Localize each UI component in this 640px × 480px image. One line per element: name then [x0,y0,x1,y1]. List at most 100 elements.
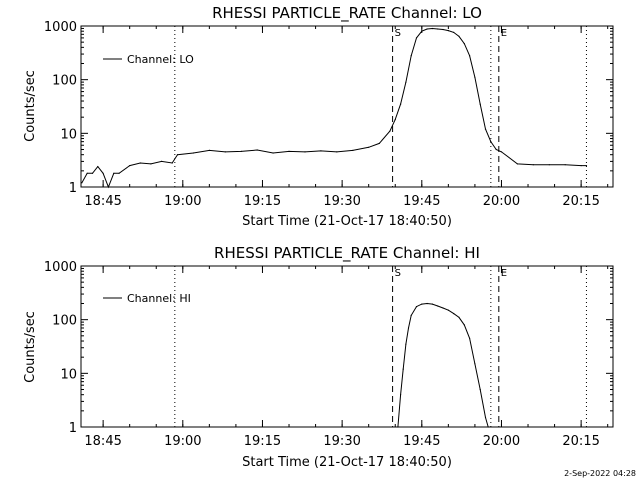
data-point [431,303,433,305]
data-point [479,388,481,391]
marker-label-e: E [501,28,507,39]
series-group [397,302,489,428]
data-point [458,35,460,38]
data-point [564,164,566,166]
data-point [463,43,465,45]
data-point [407,327,410,329]
chart-title: RHESSI PARTICLE_RATE Channel: HI [214,244,480,263]
data-point [320,150,322,152]
data-point [176,154,179,156]
data-point [118,172,120,174]
marker-label-s: S [395,268,401,279]
x-tick-label: 18:45 [84,194,121,209]
data-point [447,309,449,311]
generation-timestamp: 2-Sep-2022 04:28 [564,469,636,478]
data-point [368,146,370,148]
data-point [463,324,465,326]
x-tick-label: 19:00 [164,434,201,449]
data-point [431,27,433,30]
series-line [397,302,489,428]
x-tick-label: 19:45 [403,194,440,209]
y-axis-label: Counts/sec [23,70,38,142]
data-point [352,149,354,151]
data-point [458,316,460,318]
axis-ticks: 18:45 19:00 19:15 19:30 19:45 20:00 20:15 1 10 10… [44,20,613,209]
data-point [405,81,407,83]
data-point [171,162,173,164]
data-point [500,151,503,153]
data-point [410,314,412,316]
x-axis-label: Start Time (21-Oct-17 18:40:50) [242,455,452,470]
series-group [81,27,588,189]
data-point [304,151,306,153]
data-point [484,128,487,130]
y-axis-label: Counts/sec [23,311,38,383]
data-point [469,55,471,57]
data-point [107,186,109,188]
data-point [442,28,444,31]
data-point [240,150,242,152]
data-point [580,165,582,167]
data-point [161,160,163,162]
data-point [474,363,476,365]
data-point [421,303,423,305]
data-point [256,149,258,151]
x-tick-label: 18:45 [84,434,121,449]
data-point [421,30,423,32]
data-point [288,150,290,152]
data-point [394,119,396,121]
y-tick-label: 1000 [44,20,77,35]
y-tick-label: 1000 [44,260,77,275]
data-point [378,142,380,144]
x-tick-label: 19:45 [403,434,440,449]
legend: Channel: HI [103,292,191,305]
data-point [97,166,99,168]
data-point [532,164,534,166]
data-point [484,416,487,419]
x-tick-label: 19:15 [244,434,281,449]
data-point [479,103,481,105]
x-tick-label: 20:15 [562,194,599,209]
y-tick-label: 10 [60,367,77,382]
data-point [139,162,141,164]
data-point [91,172,94,174]
data-point [474,76,476,78]
chart-title: RHESSI PARTICLE_RATE Channel: LO [212,4,482,23]
data-point [113,172,115,174]
marker-label-s: S [395,28,401,39]
data-point [208,149,210,151]
marker-label-e: E [501,268,507,279]
plot-frame [80,265,614,428]
panel-lo: RHESSI PARTICLE_RATE Channel: LO Counts/… [23,4,614,229]
data-point [415,37,418,39]
data-point [415,306,418,308]
panel-hi: RHESSI PARTICLE_RATE Channel: HI Counts/… [23,244,614,470]
data-point [400,394,402,396]
data-point [548,164,550,166]
y-tick-label: 100 [52,74,77,89]
data-point [437,305,439,307]
y-tick-label: 1 [69,181,77,196]
data-point [490,141,492,143]
data-point [400,103,402,105]
legend: Channel: LO [103,53,194,66]
data-point [453,31,455,33]
axis-ticks: 18:45 19:00 19:15 19:30 19:45 20:00 20:15 1 10 10… [44,260,613,449]
data-point [397,426,399,428]
data-point [129,165,131,167]
x-axis-label: Start Time (21-Oct-17 18:40:50) [242,214,452,229]
data-point [426,28,428,30]
data-point [336,151,338,153]
data-point [469,337,471,339]
x-tick-label: 19:30 [323,434,360,449]
data-point [224,151,226,153]
data-point [447,30,449,32]
data-point [426,302,428,305]
x-tick-label: 19:00 [164,194,201,209]
plot-frame [80,25,614,188]
y-tick-label: 10 [60,127,77,142]
data-point [437,28,439,30]
x-tick-label: 19:15 [244,194,281,209]
data-point [389,130,391,132]
